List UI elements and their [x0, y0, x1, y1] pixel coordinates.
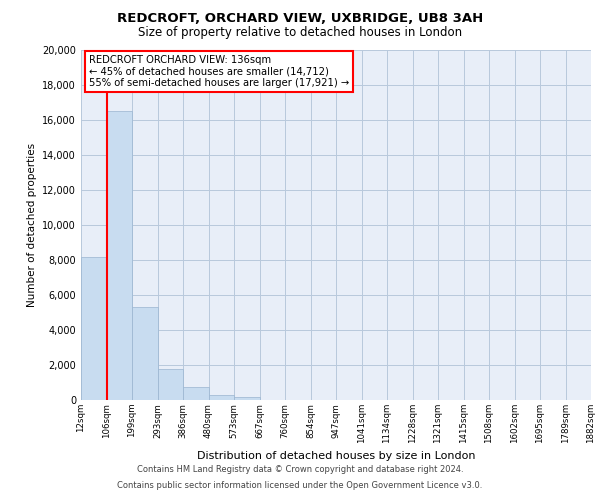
Bar — [183, 387, 209, 400]
Bar — [209, 396, 234, 400]
Bar — [157, 370, 183, 400]
Text: REDCROFT, ORCHARD VIEW, UXBRIDGE, UB8 3AH: REDCROFT, ORCHARD VIEW, UXBRIDGE, UB8 3A… — [117, 12, 483, 26]
Text: Size of property relative to detached houses in London: Size of property relative to detached ho… — [138, 26, 462, 39]
Bar — [81, 256, 107, 400]
Bar — [107, 112, 132, 400]
Y-axis label: Number of detached properties: Number of detached properties — [27, 143, 37, 307]
Text: REDCROFT ORCHARD VIEW: 136sqm
← 45% of detached houses are smaller (14,712)
55% : REDCROFT ORCHARD VIEW: 136sqm ← 45% of d… — [89, 56, 349, 88]
Text: Contains public sector information licensed under the Open Government Licence v3: Contains public sector information licen… — [118, 481, 482, 490]
Bar — [132, 307, 157, 400]
Bar — [234, 396, 260, 400]
Text: Contains HM Land Registry data © Crown copyright and database right 2024.: Contains HM Land Registry data © Crown c… — [137, 465, 463, 474]
X-axis label: Distribution of detached houses by size in London: Distribution of detached houses by size … — [197, 452, 475, 462]
